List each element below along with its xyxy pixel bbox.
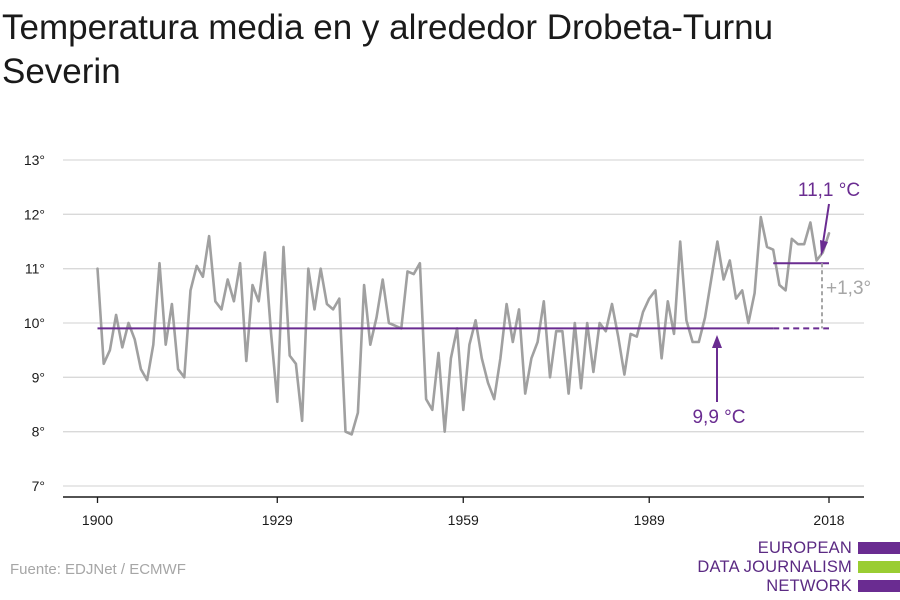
y-axis: 7° 8° 9° 10° 11° 12° 13°: [24, 152, 45, 494]
grid-lines: [63, 159, 864, 487]
temperature-series: [96, 215, 831, 436]
y-tick-label: 9°: [32, 369, 45, 385]
y-tick-label: 12°: [24, 206, 45, 222]
recent-average-label: 11,1 °C: [798, 180, 860, 201]
x-tick-label: 2018: [813, 512, 844, 528]
y-tick-label: 10°: [24, 315, 45, 331]
logo-text-line-1: EUROPEAN: [757, 539, 852, 557]
annotations: 11,1 °C 9,9 °C +1,3°: [97, 180, 871, 428]
x-tick-label: 1900: [82, 512, 113, 528]
recent-arrow-head: [820, 240, 828, 256]
logo-text-line-2: DATA JOURNALISM: [697, 558, 852, 576]
logo-bar-1: [858, 542, 900, 554]
chart-title: Temperatura media en y alrededor Drobeta…: [2, 8, 774, 91]
difference-label: +1,3°: [826, 278, 871, 299]
baseline-arrow-head: [712, 335, 722, 348]
logo-bar-3: [858, 580, 900, 592]
y-tick-label: 7°: [32, 478, 45, 494]
source-note: Fuente: EDJNet / ECMWF: [10, 561, 186, 578]
logo-text-line-3: NETWORK: [766, 577, 852, 595]
baseline-label: 9,9 °C: [692, 407, 745, 428]
edjnet-logo: EUROPEAN DATA JOURNALISM NETWORK: [697, 538, 900, 598]
x-axis: 1900 1929 1959 1989 2018: [63, 496, 864, 528]
x-tick-label: 1959: [448, 512, 479, 528]
x-tick-label: 1929: [262, 512, 293, 528]
temperature-line: [96, 215, 831, 436]
x-tick-label: 1989: [634, 512, 665, 528]
logo-bar-2: [858, 561, 900, 573]
recent-arrow-shaft: [822, 203, 830, 244]
y-tick-label: 8°: [32, 424, 45, 440]
y-tick-label: 13°: [24, 152, 45, 168]
y-tick-label: 11°: [25, 261, 45, 277]
